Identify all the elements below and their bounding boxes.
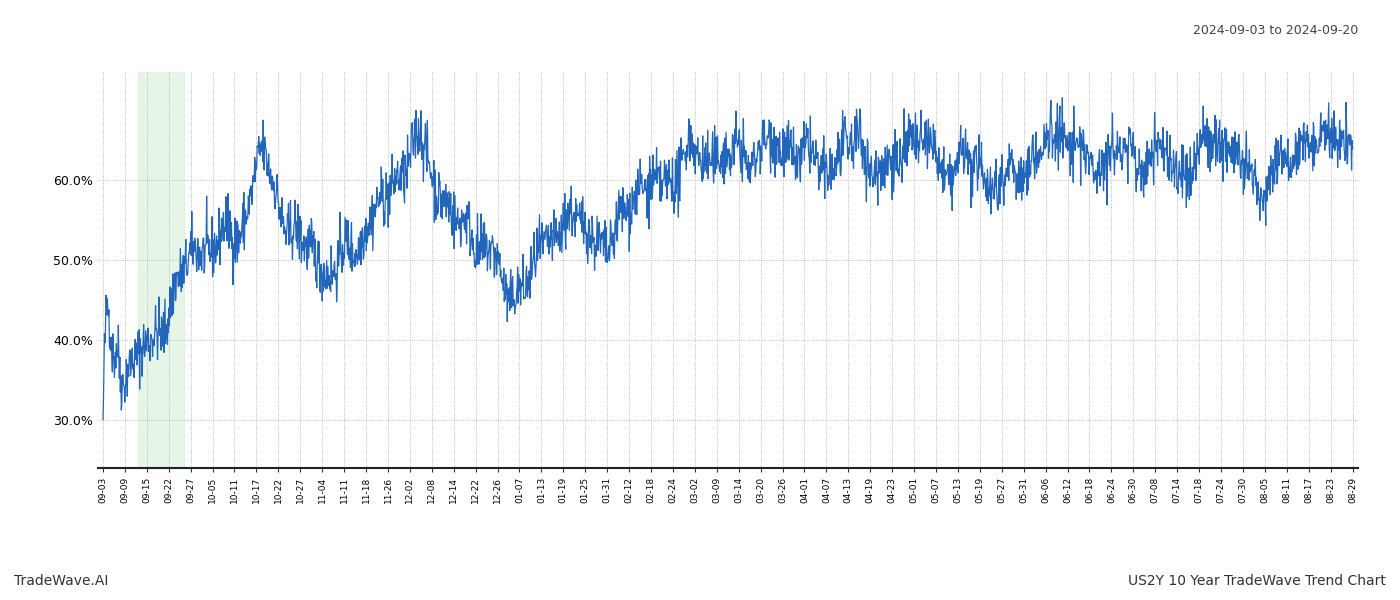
Text: 2024-09-03 to 2024-09-20: 2024-09-03 to 2024-09-20 <box>1193 24 1358 37</box>
Text: TradeWave.AI: TradeWave.AI <box>14 574 108 588</box>
Bar <box>137 72 183 468</box>
Text: US2Y 10 Year TradeWave Trend Chart: US2Y 10 Year TradeWave Trend Chart <box>1128 574 1386 588</box>
